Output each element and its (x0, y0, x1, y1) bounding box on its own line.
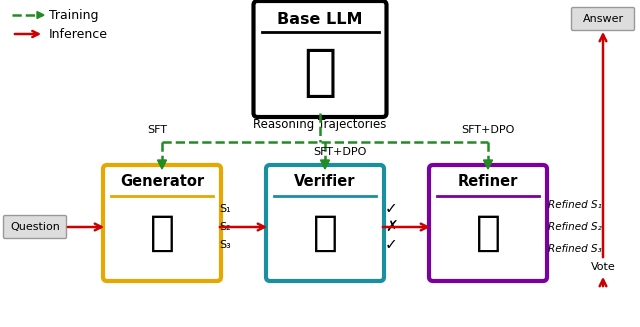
Text: S₁: S₁ (219, 204, 230, 214)
Text: Vote: Vote (591, 262, 616, 272)
Text: SFT+DPO: SFT+DPO (314, 147, 367, 157)
Text: ✓: ✓ (385, 237, 397, 252)
FancyBboxPatch shape (3, 215, 67, 238)
Text: Answer: Answer (582, 14, 623, 24)
Text: Training: Training (49, 9, 99, 22)
Text: SFT: SFT (147, 125, 167, 135)
FancyBboxPatch shape (253, 1, 387, 117)
FancyBboxPatch shape (266, 165, 384, 281)
Polygon shape (483, 160, 493, 169)
Text: Question: Question (10, 222, 60, 232)
Polygon shape (37, 11, 44, 19)
Text: Refined S₃: Refined S₃ (548, 244, 602, 254)
Text: S₃: S₃ (219, 240, 231, 250)
Text: 📄: 📄 (476, 212, 500, 254)
Text: S₂: S₂ (219, 222, 230, 232)
Text: Reasoning Trajectories: Reasoning Trajectories (253, 118, 387, 131)
Text: 📋: 📋 (312, 212, 337, 254)
FancyBboxPatch shape (572, 8, 634, 30)
Text: 📝: 📝 (150, 212, 175, 254)
Text: SFT+DPO: SFT+DPO (461, 125, 515, 135)
Text: Refined S₁: Refined S₁ (548, 200, 602, 210)
FancyBboxPatch shape (103, 165, 221, 281)
Text: Base LLM: Base LLM (277, 11, 363, 26)
Text: ✓: ✓ (385, 201, 397, 216)
Text: Refiner: Refiner (458, 175, 518, 190)
Polygon shape (157, 160, 166, 169)
Text: Verifier: Verifier (294, 175, 356, 190)
FancyBboxPatch shape (429, 165, 547, 281)
Text: Refined S₂: Refined S₂ (548, 222, 602, 232)
Text: Inference: Inference (49, 27, 108, 41)
Polygon shape (321, 160, 330, 169)
Text: ✗: ✗ (385, 219, 397, 234)
Text: 🦙: 🦙 (303, 46, 337, 100)
Text: Generator: Generator (120, 175, 204, 190)
